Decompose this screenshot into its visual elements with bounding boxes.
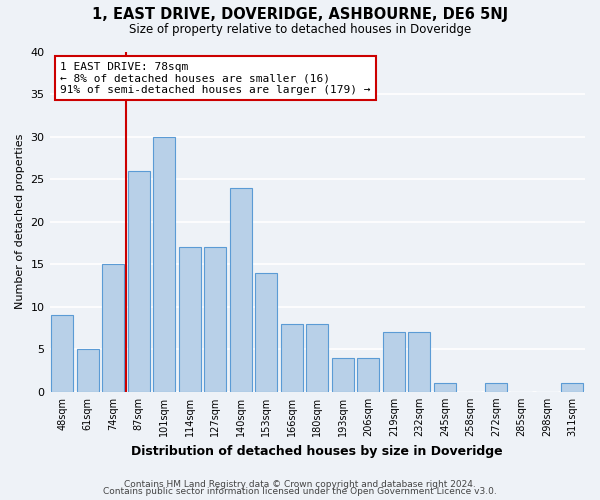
Text: Contains HM Land Registry data © Crown copyright and database right 2024.: Contains HM Land Registry data © Crown c… bbox=[124, 480, 476, 489]
Text: 1, EAST DRIVE, DOVERIDGE, ASHBOURNE, DE6 5NJ: 1, EAST DRIVE, DOVERIDGE, ASHBOURNE, DE6… bbox=[92, 8, 508, 22]
Bar bbox=[103, 264, 124, 392]
Bar bbox=[434, 384, 455, 392]
Text: 1 EAST DRIVE: 78sqm
← 8% of detached houses are smaller (16)
91% of semi-detache: 1 EAST DRIVE: 78sqm ← 8% of detached hou… bbox=[60, 62, 371, 95]
Bar bbox=[179, 247, 200, 392]
X-axis label: Distribution of detached houses by size in Doveridge: Distribution of detached houses by size … bbox=[131, 444, 503, 458]
Bar bbox=[562, 384, 583, 392]
Bar bbox=[281, 324, 302, 392]
Text: Size of property relative to detached houses in Doveridge: Size of property relative to detached ho… bbox=[129, 22, 471, 36]
Bar bbox=[485, 384, 506, 392]
Bar bbox=[332, 358, 353, 392]
Bar bbox=[256, 272, 277, 392]
Bar bbox=[358, 358, 379, 392]
Bar bbox=[383, 332, 404, 392]
Bar bbox=[307, 324, 328, 392]
Bar bbox=[52, 315, 73, 392]
Bar bbox=[154, 136, 175, 392]
Bar bbox=[128, 170, 149, 392]
Bar bbox=[205, 247, 226, 392]
Bar bbox=[409, 332, 430, 392]
Bar bbox=[77, 350, 98, 392]
Text: Contains public sector information licensed under the Open Government Licence v3: Contains public sector information licen… bbox=[103, 488, 497, 496]
Y-axis label: Number of detached properties: Number of detached properties bbox=[15, 134, 25, 310]
Bar bbox=[230, 188, 251, 392]
